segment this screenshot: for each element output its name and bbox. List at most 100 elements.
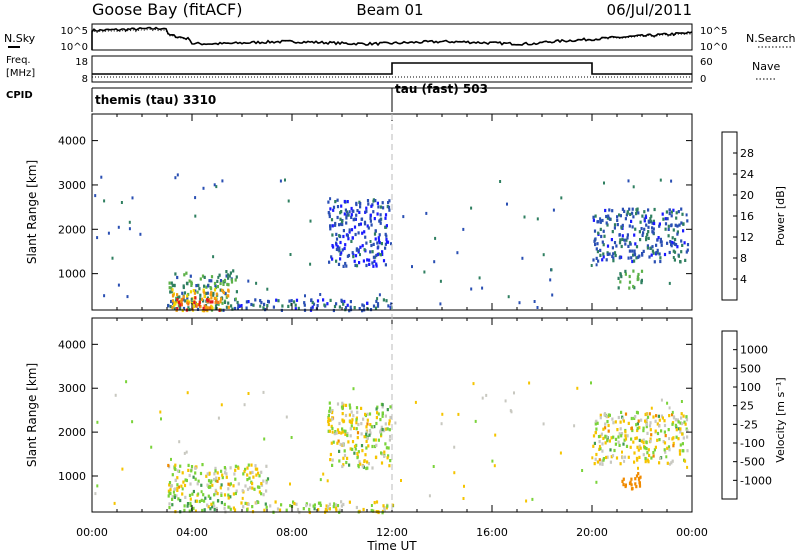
heatmap-cell: [627, 421, 630, 425]
heatmap-cell: [183, 451, 186, 455]
colorbar-tick-label: 24: [740, 168, 754, 181]
heatmap-cell: [525, 499, 528, 503]
heatmap-cell: [343, 429, 346, 433]
heatmap-cell: [636, 445, 639, 449]
heatmap-cell: [171, 283, 174, 287]
heatmap-cell: [658, 438, 661, 442]
heatmap-cell: [359, 202, 362, 206]
heatmap-cell: [381, 427, 384, 432]
heatmap-cell: [342, 442, 345, 446]
heatmap-cell: [205, 474, 208, 478]
heatmap-cell: [642, 429, 645, 433]
heatmap-cell: [383, 454, 386, 458]
heatmap-cell: [647, 460, 650, 464]
heatmap-cell: [668, 437, 671, 441]
heatmap-cell: [680, 239, 683, 243]
heatmap-cell: [597, 231, 600, 235]
heatmap-cell: [644, 456, 647, 461]
heatmap-cell: [212, 501, 215, 505]
heatmap-cell: [638, 438, 641, 442]
heatmap-cell: [312, 504, 315, 508]
heatmap-cell: [376, 297, 379, 301]
heatmap-cell: [334, 221, 337, 226]
heatmap-cell: [210, 279, 213, 283]
heatmap-cell: [618, 256, 621, 260]
heatmap-cell: [675, 211, 678, 215]
heatmap-cell: [329, 298, 332, 302]
heatmap-cell: [186, 282, 189, 286]
heatmap-cell: [174, 272, 177, 276]
heatmap-cell: [612, 259, 615, 263]
heatmap-cell: [335, 247, 338, 251]
heatmap-cell: [352, 414, 355, 418]
heatmap-cell: [223, 300, 227, 304]
heatmap-cell: [248, 476, 251, 480]
heatmap-cell: [336, 215, 339, 220]
heatmap-cell: [664, 222, 668, 226]
freq-panel-frame: [91, 55, 693, 83]
heatmap-cell: [347, 440, 350, 444]
heatmap-cell: [213, 472, 216, 476]
heatmap-cell: [641, 214, 644, 218]
heatmap-cell: [366, 460, 369, 464]
heatmap-cell: [247, 502, 250, 506]
heatmap-cell: [686, 248, 689, 252]
heatmap-cell: [581, 469, 584, 472]
heatmap-cell: [375, 253, 378, 258]
heatmap-cell: [296, 507, 300, 512]
heatmap-cell: [623, 455, 627, 459]
heatmap-cell: [340, 298, 343, 302]
heatmap-cell: [375, 455, 378, 459]
heatmap-cell: [331, 409, 334, 413]
heatmap-cell: [171, 288, 174, 292]
heatmap-cell: [311, 305, 314, 309]
heatmap-cell: [389, 405, 392, 409]
heatmap-cell: [380, 434, 383, 438]
heatmap-cell: [481, 286, 484, 290]
heatmap-cell: [368, 262, 371, 266]
heatmap-cell: [609, 460, 612, 464]
heatmap-cell: [620, 434, 623, 438]
heatmap-cell: [170, 457, 172, 461]
heatmap-cell: [613, 241, 617, 245]
heatmap-cell: [328, 418, 331, 423]
heatmap-cell: [243, 403, 246, 407]
heatmap-cell: [349, 406, 352, 410]
heatmap-cell: [343, 199, 346, 204]
heatmap-cell: [656, 431, 660, 436]
heatmap-cell: [192, 289, 195, 293]
heatmap-cell: [686, 219, 689, 223]
heatmap-cell: [635, 410, 639, 414]
heatmap-cell: [630, 426, 633, 430]
heatmap-cell: [329, 207, 332, 211]
heatmap-cell: [226, 282, 229, 286]
velocity-heatmap: [94, 380, 689, 515]
heatmap-cell: [423, 270, 426, 274]
heatmap-cell: [646, 431, 649, 435]
heatmap-cell: [293, 300, 296, 304]
heatmap-cell: [645, 447, 648, 451]
heatmap-cell: [364, 210, 367, 214]
heatmap-cell: [258, 490, 261, 494]
heatmap-cell: [214, 488, 217, 492]
x-tick-label: 04:00: [176, 526, 208, 539]
heatmap-cell: [366, 258, 369, 262]
heatmap-cell: [647, 225, 650, 229]
heatmap-cell: [210, 296, 213, 300]
heatmap-cell: [656, 422, 659, 426]
heatmap-cell: [603, 181, 605, 185]
heatmap-cell: [494, 433, 497, 437]
heatmap-cell: [609, 448, 612, 452]
heatmap-cell: [369, 423, 372, 427]
heatmap-cell: [176, 488, 179, 492]
heatmap-cell: [263, 437, 266, 441]
heatmap-cell: [663, 430, 666, 434]
heatmap-cell: [377, 236, 380, 240]
heatmap-cell: [670, 214, 673, 218]
heatmap-cell: [599, 217, 602, 221]
heatmap-cell: [633, 460, 636, 464]
heatmap-cell: [658, 461, 661, 465]
heatmap-cell: [667, 224, 670, 228]
heatmap-cell: [682, 414, 685, 418]
